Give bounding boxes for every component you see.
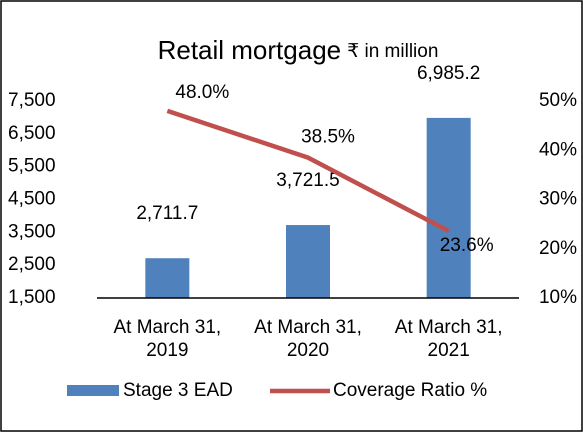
y-tick-label: 1,500	[8, 287, 56, 308]
x-tick-label: At March 31, 2021	[394, 317, 503, 361]
x-tick-label: At March 31, 2020	[254, 317, 362, 361]
bar-value-label: 2,711.7	[136, 203, 198, 224]
y-tick-label: 7,500	[8, 90, 56, 111]
line-value-label: 23.6%	[440, 235, 494, 256]
y2-tick-label: 30%	[539, 189, 577, 210]
bar-value-label: 3,721.5	[276, 170, 339, 191]
line-value-label: 48.0%	[175, 82, 229, 103]
bar	[286, 225, 330, 298]
y2-tick-label: 20%	[539, 238, 577, 259]
legend-label: Stage 3 EAD	[123, 380, 233, 401]
bar-value-label: 6,985.2	[417, 63, 480, 84]
legend-label: Coverage Ratio %	[333, 380, 487, 401]
y2-tick-label: 10%	[539, 287, 577, 308]
legend-swatch	[67, 385, 119, 396]
y-tick-label: 2,500	[8, 254, 56, 275]
y-tick-label: 4,500	[8, 189, 56, 210]
chart-title-group: Retail mortgage ₹ in million	[158, 35, 439, 65]
y-tick-label: 3,500	[8, 221, 56, 242]
line	[166, 108, 450, 234]
bar	[426, 117, 471, 298]
line-value-label: 38.5%	[301, 127, 355, 148]
y2-tick-label: 40%	[539, 139, 577, 160]
y-tick-label: 6,500	[8, 123, 56, 144]
bar	[145, 258, 190, 298]
x-tick-label: At March 31, 2019	[113, 317, 222, 361]
y-tick-label: 5,500	[8, 156, 56, 177]
y2-tick-label: 50%	[539, 90, 577, 111]
chart-title: Retail mortgage	[158, 35, 342, 65]
chart-subtitle: ₹ in million	[347, 41, 438, 62]
